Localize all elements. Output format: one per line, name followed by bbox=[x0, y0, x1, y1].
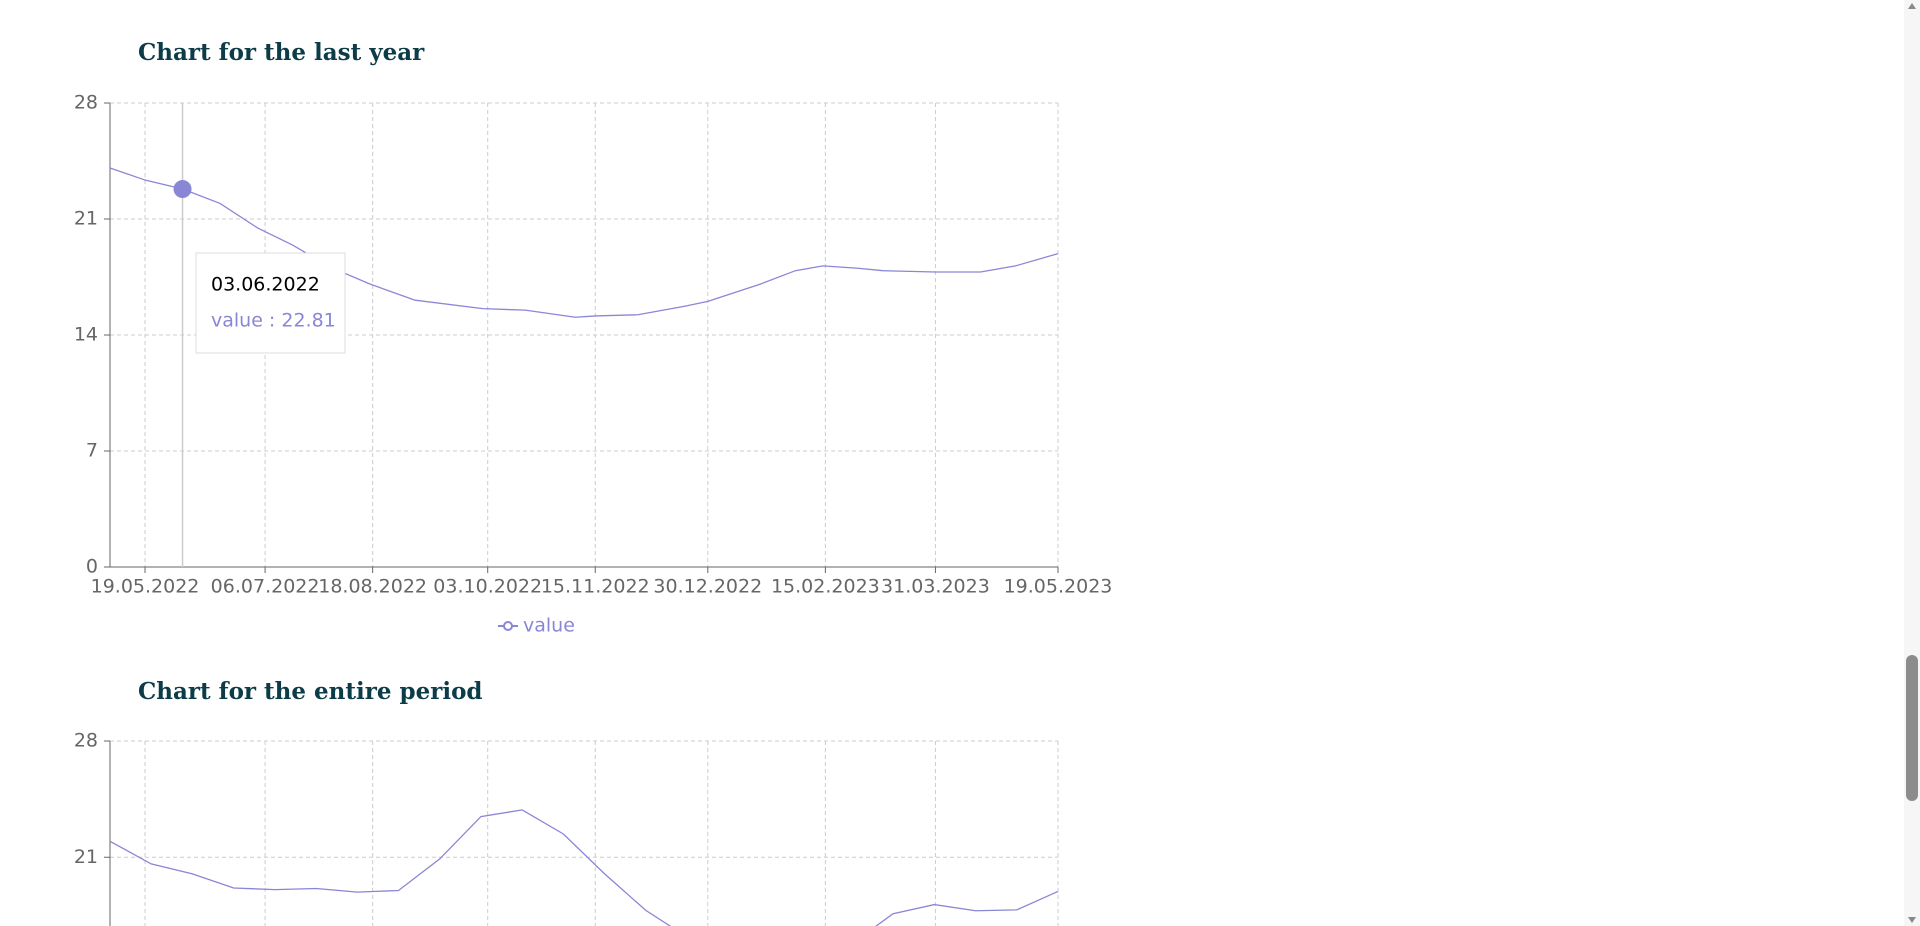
y-tick-label: 7 bbox=[86, 440, 98, 462]
x-tick-label: 30.12.2022 bbox=[653, 576, 762, 598]
hover-point bbox=[173, 180, 192, 199]
tooltip-value: value : 22.81 bbox=[211, 310, 336, 332]
series-line bbox=[109, 167, 1059, 318]
y-tick-label: 21 bbox=[74, 208, 98, 230]
chart-title: Chart for the entire period bbox=[138, 678, 483, 705]
y-tick-label: 14 bbox=[74, 324, 98, 346]
y-tick-label: 28 bbox=[74, 92, 98, 114]
x-tick-label: 18.08.2022 bbox=[318, 576, 427, 598]
tooltip-box bbox=[195, 252, 346, 354]
y-tick-label: 21 bbox=[74, 846, 98, 868]
scroll-down[interactable] bbox=[1908, 917, 1916, 923]
x-tick-label: 06.07.2022 bbox=[211, 576, 320, 598]
x-tick-label: 15.11.2022 bbox=[541, 576, 650, 598]
y-tick-label: 28 bbox=[74, 730, 98, 752]
chart-title: Chart for the last year bbox=[138, 39, 425, 66]
x-tick-label: 19.05.2023 bbox=[1004, 576, 1113, 598]
scrollbar-thumb[interactable] bbox=[1906, 655, 1918, 801]
legend-label: value bbox=[523, 615, 575, 637]
tooltip-date: 03.06.2022 bbox=[211, 274, 320, 296]
legend-marker bbox=[503, 621, 513, 631]
x-tick-label: 19.05.2022 bbox=[91, 576, 200, 598]
x-tick-label: 31.03.2023 bbox=[881, 576, 990, 598]
scroll-up[interactable] bbox=[1908, 3, 1916, 9]
y-tick-label: 0 bbox=[86, 556, 98, 578]
series-line bbox=[109, 809, 1059, 926]
x-tick-label: 15.02.2023 bbox=[771, 576, 880, 598]
x-tick-label: 03.10.2022 bbox=[433, 576, 542, 598]
